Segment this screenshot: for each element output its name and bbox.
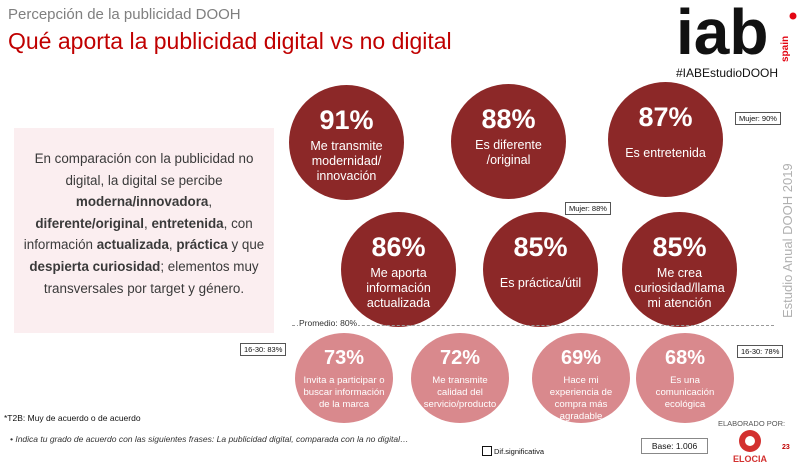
stat-percent: 85%	[652, 232, 707, 262]
callout-age-83: 16-30: 83%	[240, 343, 287, 356]
promedio-line	[292, 325, 774, 326]
page-number: 23	[782, 444, 790, 451]
page-subtitle: Percepción de la publicidad DOOH	[8, 6, 241, 23]
stat-label: Es diferente /original	[475, 138, 542, 167]
callout-mujer-88: Mujer: 88%	[565, 202, 611, 215]
hashtag: #IABEstudioDOOH	[676, 66, 779, 80]
logo-red-dot	[789, 12, 797, 20]
stat-percent: 86%	[371, 232, 426, 262]
stat-label: Invita a participar o buscar información…	[303, 375, 385, 410]
logo-spain-text: spain	[780, 36, 791, 62]
stat-circle-experiencia: 69% Hace mi experiencia de compra más ag…	[532, 333, 630, 423]
question-text: • Indica tu grado de acuerdo con las sig…	[10, 434, 409, 444]
stat-label: Me crea curiosidad/llama mi atención	[634, 266, 725, 310]
stat-label: Es práctica/útil	[499, 276, 582, 290]
elocia-logo-text: ELOCIA	[733, 454, 768, 464]
iab-logo-text: iab	[676, 2, 768, 66]
significance-legend: Dif.significativa	[482, 446, 544, 456]
legend-square-icon	[482, 446, 492, 456]
stat-percent: 85%	[513, 232, 568, 262]
stat-circle-modernidad: 91% Me transmite modernidad/ innovación	[289, 85, 404, 200]
stat-label: Me transmite calidad del servicio/produc…	[423, 375, 497, 410]
stat-percent: 72%	[439, 347, 481, 369]
callout-age-78: 16-30: 78%	[737, 345, 784, 358]
stat-circle-diferente: 88% Es diferente /original	[451, 84, 566, 199]
stat-circle-practica: 85% Es práctica/útil	[483, 212, 598, 327]
footnote: *T2B: Muy de acuerdo o de acuerdo	[4, 413, 141, 423]
vertical-study-label: Estudio Anual DOOH 2019	[780, 163, 795, 318]
stat-percent: 73%	[323, 347, 365, 369]
base-box: Base: 1.006	[641, 438, 708, 454]
stat-label: Me aporta información actualizada	[366, 266, 431, 310]
stat-percent: 68%	[664, 347, 706, 369]
page-title: Qué aporta la publicidad digital vs no d…	[8, 28, 452, 54]
stat-circle-entretenida: 87% Es entretenida	[608, 82, 723, 197]
stat-percent: 69%	[560, 347, 602, 369]
stat-label: Me transmite modernidad/ innovación	[310, 139, 383, 183]
stat-label: Es entretenida	[625, 146, 706, 160]
summary-box: En comparación con la publicidad no digi…	[14, 128, 274, 333]
stat-label: Hace mi experiencia de compra más agrada…	[549, 375, 613, 422]
stat-circle-informacion: 86% Me aporta información actualizada	[341, 212, 456, 327]
stat-circle-participar: 73% Invita a participar o buscar informa…	[295, 333, 393, 423]
elocia-logo: ELOCIA	[733, 430, 768, 464]
stat-percent: 87%	[638, 102, 693, 132]
legend-label: Dif.significativa	[494, 446, 545, 456]
stat-percent: 88%	[481, 104, 536, 134]
stat-circle-ecologica: 68% Es una comunicación ecológica	[636, 333, 734, 423]
iab-spain-logo: iab spain	[676, 2, 797, 66]
stat-label: Es una comunicación ecológica	[655, 375, 715, 410]
elaborado-label: ELABORADO POR:	[718, 419, 786, 428]
stat-percent: 91%	[319, 105, 374, 135]
callout-mujer-90: Mujer: 90%	[735, 112, 781, 125]
stat-circle-calidad: 72% Me transmite calidad del servicio/pr…	[411, 333, 509, 423]
promedio-label: Promedio: 80%	[298, 318, 359, 328]
stat-circle-curiosidad: 85% Me crea curiosidad/llama mi atención	[622, 212, 737, 327]
